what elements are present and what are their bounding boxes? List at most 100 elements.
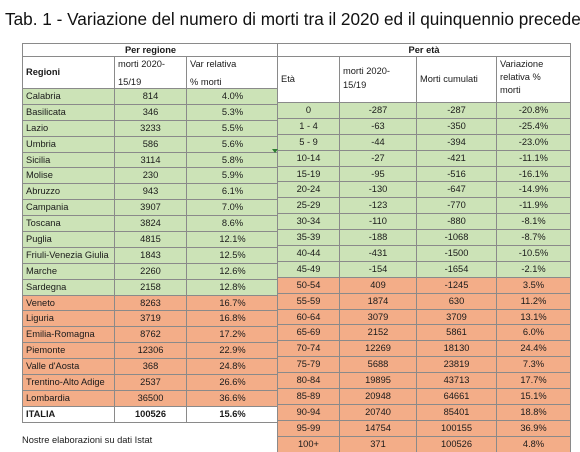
age-band: 55-59 (277, 292, 340, 310)
region-name: Lombardia (22, 389, 115, 407)
age-var: -8.1% (495, 213, 572, 231)
age-cumulative: -516 (416, 165, 497, 183)
age-cumulative: -770 (416, 197, 497, 215)
region-name: Umbria (22, 135, 115, 153)
age-cumulative: 100526 (416, 435, 497, 452)
region-deaths: 230 (114, 167, 187, 185)
age-var: -23.0% (495, 133, 572, 151)
region-deaths: 36500 (114, 389, 187, 407)
age-deaths: -431 (339, 245, 417, 262)
age-deaths: 3079 (339, 308, 417, 326)
table-row: 30-34 -110 -880 -8.1% (277, 213, 572, 231)
age-cumulative: 43713 (416, 372, 497, 390)
age-deaths: 409 (339, 276, 417, 294)
age-deaths: -63 (339, 117, 417, 135)
age-band: 80-84 (277, 372, 340, 390)
age-cumulative: -394 (416, 133, 497, 151)
region-deaths: 814 (114, 88, 187, 105)
region-name: Lazio (22, 119, 115, 137)
var-column-header: Var relativa % morti (185, 56, 280, 89)
region-name: Liguria (22, 310, 115, 328)
region-name: Toscana (22, 215, 115, 233)
age-deaths-header-line1: morti 2020- (343, 66, 391, 76)
age-var: 15.1% (495, 388, 572, 405)
region-deaths: 586 (114, 135, 187, 153)
region-var: 12.5% (185, 246, 280, 264)
table-row: 90-94 20740 85401 18.8% (277, 403, 572, 421)
table-row: Piemonte 12306 22.9% (22, 342, 280, 360)
age-deaths: 5688 (339, 356, 417, 374)
age-var: -11.9% (495, 197, 572, 215)
region-var: 5.6% (185, 135, 280, 153)
region-name: Marche (22, 262, 115, 280)
region-name: Campania (22, 199, 115, 217)
age-band: 40-44 (277, 245, 340, 262)
age-deaths: -123 (339, 197, 417, 215)
region-table-caption: Per regione (21, 43, 280, 57)
age-deaths-header-line2: 15/19 (343, 80, 367, 90)
age-band: 1 - 4 (277, 117, 340, 135)
age-band: 75-79 (277, 356, 340, 374)
region-deaths: 2260 (114, 262, 187, 280)
age-cumulative: 3709 (416, 308, 497, 326)
table-row: Abruzzo 943 6.1% (22, 183, 280, 201)
age-deaths: 12269 (339, 340, 417, 358)
region-deaths: 3719 (114, 310, 187, 328)
age-column-header: Età (277, 56, 340, 103)
region-var: 22.9% (185, 342, 280, 360)
var-header-line2: % morti (190, 77, 222, 87)
age-band: 0 (277, 102, 340, 119)
age-cumulative: 5861 (416, 324, 497, 342)
age-cumulative: -1654 (416, 260, 497, 278)
cell-marker-icon (272, 149, 278, 153)
age-deaths: 20948 (339, 388, 417, 405)
region-deaths: 8263 (114, 294, 187, 312)
deaths-column-header: morti 2020- 15/19 (114, 56, 187, 89)
age-var: 7.3% (495, 356, 572, 374)
region-deaths: 3907 (114, 199, 187, 217)
age-band: 10-14 (277, 149, 340, 167)
region-name: Friuli-Venezia Giulia (22, 246, 115, 264)
age-var-header-line3: morti (500, 85, 521, 95)
table-row: 70-74 12269 18130 24.4% (277, 340, 572, 358)
table-row: 95-99 14754 100155 36.9% (277, 419, 572, 437)
region-var: 17.2% (185, 326, 280, 344)
age-var: 18.8% (495, 403, 572, 421)
table-row: 80-84 19895 43713 17.7% (277, 372, 572, 390)
age-deaths: 14754 (339, 419, 417, 437)
cumulative-column-header: Morti cumulati (416, 56, 497, 103)
age-band: 30-34 (277, 213, 340, 231)
table-row: Marche 2260 12.6% (22, 262, 280, 280)
age-cumulative: 64661 (416, 388, 497, 405)
table-row: Emilia-Romagna 8762 17.2% (22, 326, 280, 344)
region-name: Trentino-Alto Adige (22, 374, 115, 391)
age-band: 60-64 (277, 308, 340, 326)
age-var: -2.1% (495, 260, 572, 278)
age-cumulative: 630 (416, 292, 497, 310)
age-band: 100+ (277, 435, 340, 452)
age-deaths: 1874 (339, 292, 417, 310)
age-band: 50-54 (277, 276, 340, 294)
age-deaths: -95 (339, 165, 417, 183)
region-name: Puglia (22, 231, 115, 248)
age-deaths: -44 (339, 133, 417, 151)
region-var: 24.8% (185, 358, 280, 376)
table-row: Basilicata 346 5.3% (22, 103, 280, 121)
region-var: 16.8% (185, 310, 280, 328)
region-name: Valle d'Aosta (22, 358, 115, 376)
age-band: 65-69 (277, 324, 340, 342)
age-deaths-column-header: morti 2020- 15/19 (339, 56, 417, 103)
age-band: 70-74 (277, 340, 340, 358)
table-row: 100+ 371 100526 4.8% (277, 435, 572, 452)
age-var: -16.1% (495, 165, 572, 183)
age-var: -14.9% (495, 181, 572, 199)
age-var: 13.1% (495, 308, 572, 326)
region-var: 7.0% (185, 199, 280, 217)
region-var: 12.8% (185, 278, 280, 296)
age-deaths: 371 (339, 435, 417, 452)
table-row: 1 - 4 -63 -350 -25.4% (277, 117, 572, 135)
age-cumulative: -350 (416, 117, 497, 135)
age-cumulative: 23819 (416, 356, 497, 374)
age-deaths: -287 (339, 102, 417, 119)
table-row: 0 -287 -287 -20.8% (277, 102, 572, 119)
